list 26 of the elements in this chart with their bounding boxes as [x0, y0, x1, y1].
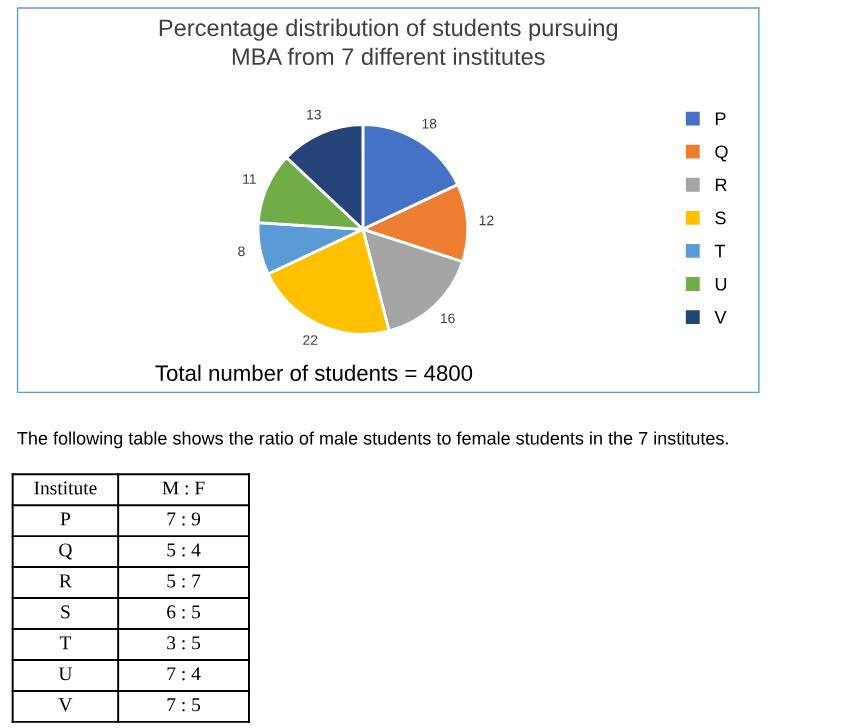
legend-label: T — [714, 244, 726, 258]
text: T — [59, 636, 72, 650]
text: 7 : 9 — [167, 512, 201, 526]
text: M : F — [162, 481, 205, 495]
text: 7 : 5 — [167, 698, 201, 712]
text: Institute — [34, 481, 97, 495]
text: Q — [59, 543, 73, 560]
legend-label: S — [715, 211, 726, 225]
text: P — [60, 512, 71, 526]
text: V — [58, 698, 73, 712]
text: 6 : 5 — [167, 605, 201, 619]
text: Total number of students = 4800 — [155, 364, 473, 382]
chart-title: Percentage distribution of students pursuing MBA from 7 different institutes — [159, 18, 618, 66]
text: 3 : 5 — [167, 636, 201, 650]
text: 7 : 4 — [167, 667, 201, 681]
legend-label: Q — [715, 145, 728, 162]
text: 5 : 7 — [167, 574, 201, 588]
text: R — [59, 574, 72, 588]
text: S — [61, 605, 70, 619]
legend-label: U — [715, 277, 727, 291]
legend-label: V — [714, 310, 727, 324]
text: U — [58, 667, 73, 681]
legend-label: P — [715, 112, 726, 125]
legend-label: R — [715, 178, 727, 192]
text: The following table shows the ratio of male students to female students in the 7 institutes. — [17, 431, 728, 449]
text: 5 : 4 — [167, 543, 201, 557]
